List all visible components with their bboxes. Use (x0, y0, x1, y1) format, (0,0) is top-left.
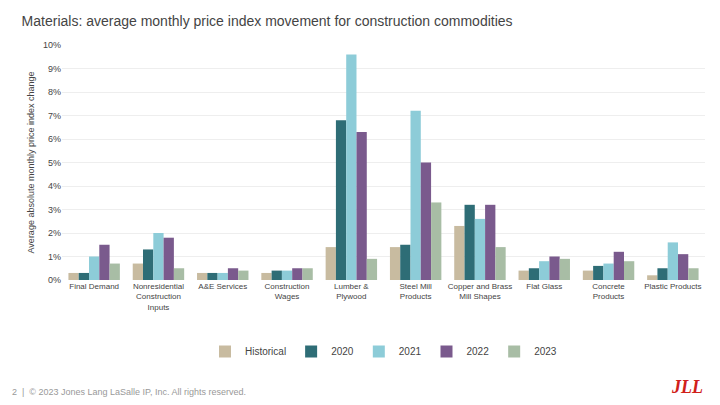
svg-text:8%: 8% (48, 87, 61, 97)
svg-text:ConcreteProducts: ConcreteProducts (592, 282, 625, 301)
svg-text:10%: 10% (43, 40, 61, 50)
svg-text:ConstructionWages: ConstructionWages (265, 282, 310, 301)
svg-text:2020: 2020 (331, 346, 354, 357)
svg-text:6%: 6% (48, 134, 61, 144)
svg-text:Historical: Historical (245, 346, 286, 357)
svg-text:2 | © 2023 Jones Lang LaSall: 2 | © 2023 Jones Lang LaSalle IP, Inc. A… (12, 387, 246, 397)
svg-text:Average absolute monthly price: Average absolute monthly price index cha… (26, 72, 36, 254)
svg-text:Lumber &Plywood: Lumber &Plywood (334, 282, 369, 301)
svg-text:NonresidentialConstructionInpu: NonresidentialConstructionInputs (133, 282, 184, 312)
svg-text:Plastic Products: Plastic Products (644, 282, 701, 291)
svg-text:9%: 9% (48, 64, 61, 74)
svg-text:2023: 2023 (534, 346, 557, 357)
svg-text:2021: 2021 (399, 346, 422, 357)
svg-text:2%: 2% (48, 228, 61, 238)
svg-text:4%: 4% (48, 181, 61, 191)
svg-text:Materials: average monthly pri: Materials: average monthly price index m… (22, 13, 513, 29)
svg-text:JLL: JLL (671, 377, 703, 397)
svg-text:Flat Glass: Flat Glass (526, 282, 562, 291)
svg-text:1%: 1% (48, 252, 61, 262)
svg-text:7%: 7% (48, 111, 61, 121)
svg-text:Steel MillProducts: Steel MillProducts (399, 282, 432, 301)
svg-text:Copper and BrassMill Shapes: Copper and BrassMill Shapes (448, 282, 512, 301)
svg-text:3%: 3% (48, 205, 61, 215)
svg-text:5%: 5% (48, 158, 61, 168)
svg-text:2022: 2022 (466, 346, 489, 357)
svg-text:0%: 0% (48, 275, 61, 285)
svg-text:Final Demand: Final Demand (69, 282, 119, 291)
svg-text:A&E Services: A&E Services (198, 282, 247, 291)
